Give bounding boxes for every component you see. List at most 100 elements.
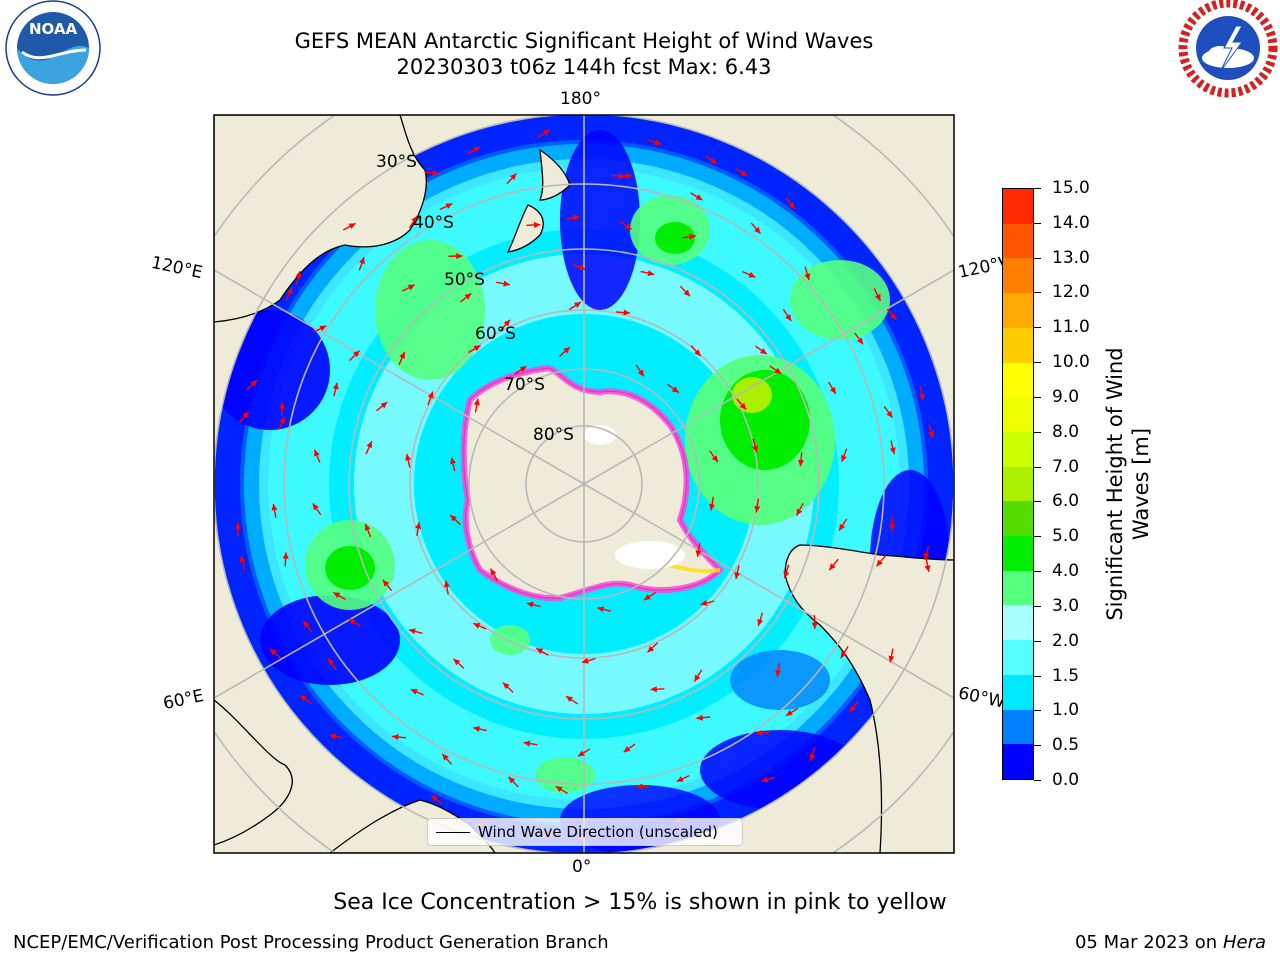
- africa-land: [214, 699, 293, 846]
- wave-arrow-head: [490, 568, 497, 576]
- wave-arrow-head: [696, 714, 703, 721]
- lon-label-0: 0°: [572, 857, 592, 877]
- wave-arrow-head: [278, 402, 285, 409]
- nws-logo-icon: [1178, 0, 1278, 98]
- wave-arrow-head: [407, 284, 415, 291]
- wave-arrow-head: [380, 402, 388, 409]
- colorbar-segment: [1003, 223, 1033, 259]
- wave-arrow-head: [295, 271, 302, 278]
- wave-arrow-head: [239, 555, 246, 563]
- wave-arrow-head: [700, 599, 708, 606]
- colorbar-segment: [1003, 501, 1033, 537]
- wave-arrow-head: [811, 622, 818, 629]
- credit-text: NCEP/EMC/Verification Post Processing Pr…: [13, 932, 609, 953]
- australia-land: [214, 115, 427, 323]
- wave-arrow-head: [405, 453, 412, 461]
- wave-arrow-head: [761, 776, 769, 783]
- colorbar-segment: [1003, 674, 1033, 710]
- wave-arrow-head: [509, 173, 517, 181]
- wave-arrow-head: [671, 386, 679, 393]
- wave-arrow-head: [623, 746, 631, 753]
- colorbar-segment: [1003, 640, 1033, 675]
- wave-arrow-head: [650, 686, 657, 693]
- wave-arrow-head: [804, 273, 811, 281]
- colorbar-segment: [1003, 327, 1033, 363]
- wave-arrow-head: [796, 508, 803, 516]
- date-stamp: 05 Mar 2023 on Hera: [1075, 932, 1266, 953]
- colorbar-tick-label: 8.0: [1052, 421, 1080, 442]
- wave-arrow-head: [242, 411, 249, 419]
- sea-ice-note: Sea Ice Concentration > 15% is shown in …: [333, 890, 947, 915]
- wave-arrow-head: [473, 623, 481, 629]
- wave-arrow-head: [755, 729, 763, 737]
- wave-arrow-head: [431, 794, 438, 802]
- colorbar-segment: [1003, 466, 1033, 502]
- wave-arrow-head: [286, 287, 293, 295]
- wave-arrow-head: [271, 503, 278, 511]
- wave-arrow-head: [442, 753, 449, 761]
- wave-arrow-head: [410, 689, 418, 695]
- noaa-logo-icon: NOAA: [5, 0, 101, 96]
- wave-arrow-head: [392, 733, 399, 741]
- wave-arrow-head: [797, 459, 805, 467]
- lat-label-30s: 30°S: [376, 152, 417, 172]
- wave-arrow-head: [352, 350, 360, 358]
- wave-arrow-head: [408, 628, 416, 635]
- wave-arrow-head: [785, 314, 792, 322]
- noaa-logo-text: NOAA: [29, 20, 78, 38]
- colorbar-tick-label: 0.0: [1052, 770, 1080, 790]
- wave-arrow-head: [829, 386, 836, 394]
- wave-arrow-head: [694, 674, 701, 682]
- wave-arrow-head: [503, 319, 511, 327]
- wave-arrow-head: [473, 726, 480, 732]
- lat-label-40s: 40°S: [413, 213, 454, 233]
- colorbar-segment: [1003, 189, 1033, 224]
- wave-arrow-head: [695, 194, 703, 201]
- wave-arrow-head: [676, 776, 684, 782]
- graticule: [214, 115, 954, 853]
- wave-arrow-head: [473, 345, 481, 352]
- wave-arrow-head: [572, 214, 580, 221]
- lat-label-50s: 50°S: [444, 270, 485, 290]
- wave-arrow-head: [319, 325, 327, 332]
- wave-arrow-head: [542, 129, 550, 136]
- wave-arrow-head: [928, 430, 935, 438]
- colorbar-segment: [1003, 293, 1033, 328]
- wave-arrow-head: [577, 750, 585, 757]
- wave-arrow-head: [637, 369, 644, 377]
- colorbar-segment: [1003, 536, 1033, 571]
- colorbar-segment: [1003, 397, 1033, 432]
- wave-arrow-head: [647, 645, 655, 653]
- wave-arrow-head: [536, 648, 544, 655]
- wave-arrow-head: [234, 522, 242, 529]
- wave-arrow-head: [889, 524, 896, 531]
- wave-arrow-head: [456, 253, 463, 260]
- colorbar-tick-label: 0.5: [1052, 735, 1080, 756]
- wave-arrow-head: [785, 709, 793, 716]
- colorbar-tick-label: 1.0: [1052, 700, 1080, 721]
- wave-arrow-head: [809, 753, 816, 761]
- colorbar: [1002, 188, 1034, 780]
- wave-arrow-head: [314, 449, 320, 457]
- wave-arrow-head: [876, 559, 883, 567]
- wave-arrow-head: [312, 503, 319, 511]
- wave-arrow-head: [774, 367, 782, 374]
- wave-arrow-head: [282, 552, 289, 559]
- machine-name: Hera: [1222, 932, 1266, 953]
- wave-arrow-head: [453, 658, 461, 666]
- wave-arrow-head: [740, 169, 748, 176]
- wave-arrow-head: [597, 606, 605, 613]
- colorbar-segment: [1003, 605, 1033, 641]
- wave-arrow-head: [329, 733, 337, 740]
- colorbar-tick-label: 11.0: [1052, 317, 1090, 338]
- wave-arrow-head: [829, 563, 836, 571]
- wave-arrow-head: [523, 740, 531, 747]
- wave-arrow-head: [689, 233, 696, 240]
- colorbar-tick-label: 4.0: [1052, 561, 1080, 582]
- wave-arrow-head: [332, 382, 339, 390]
- map-title: GEFS MEAN Antarctic Significant Height o…: [294, 29, 874, 53]
- colorbar-tick-label: 7.0: [1052, 456, 1080, 477]
- wave-arrow-head: [578, 264, 586, 271]
- wave-arrow-head: [279, 416, 285, 424]
